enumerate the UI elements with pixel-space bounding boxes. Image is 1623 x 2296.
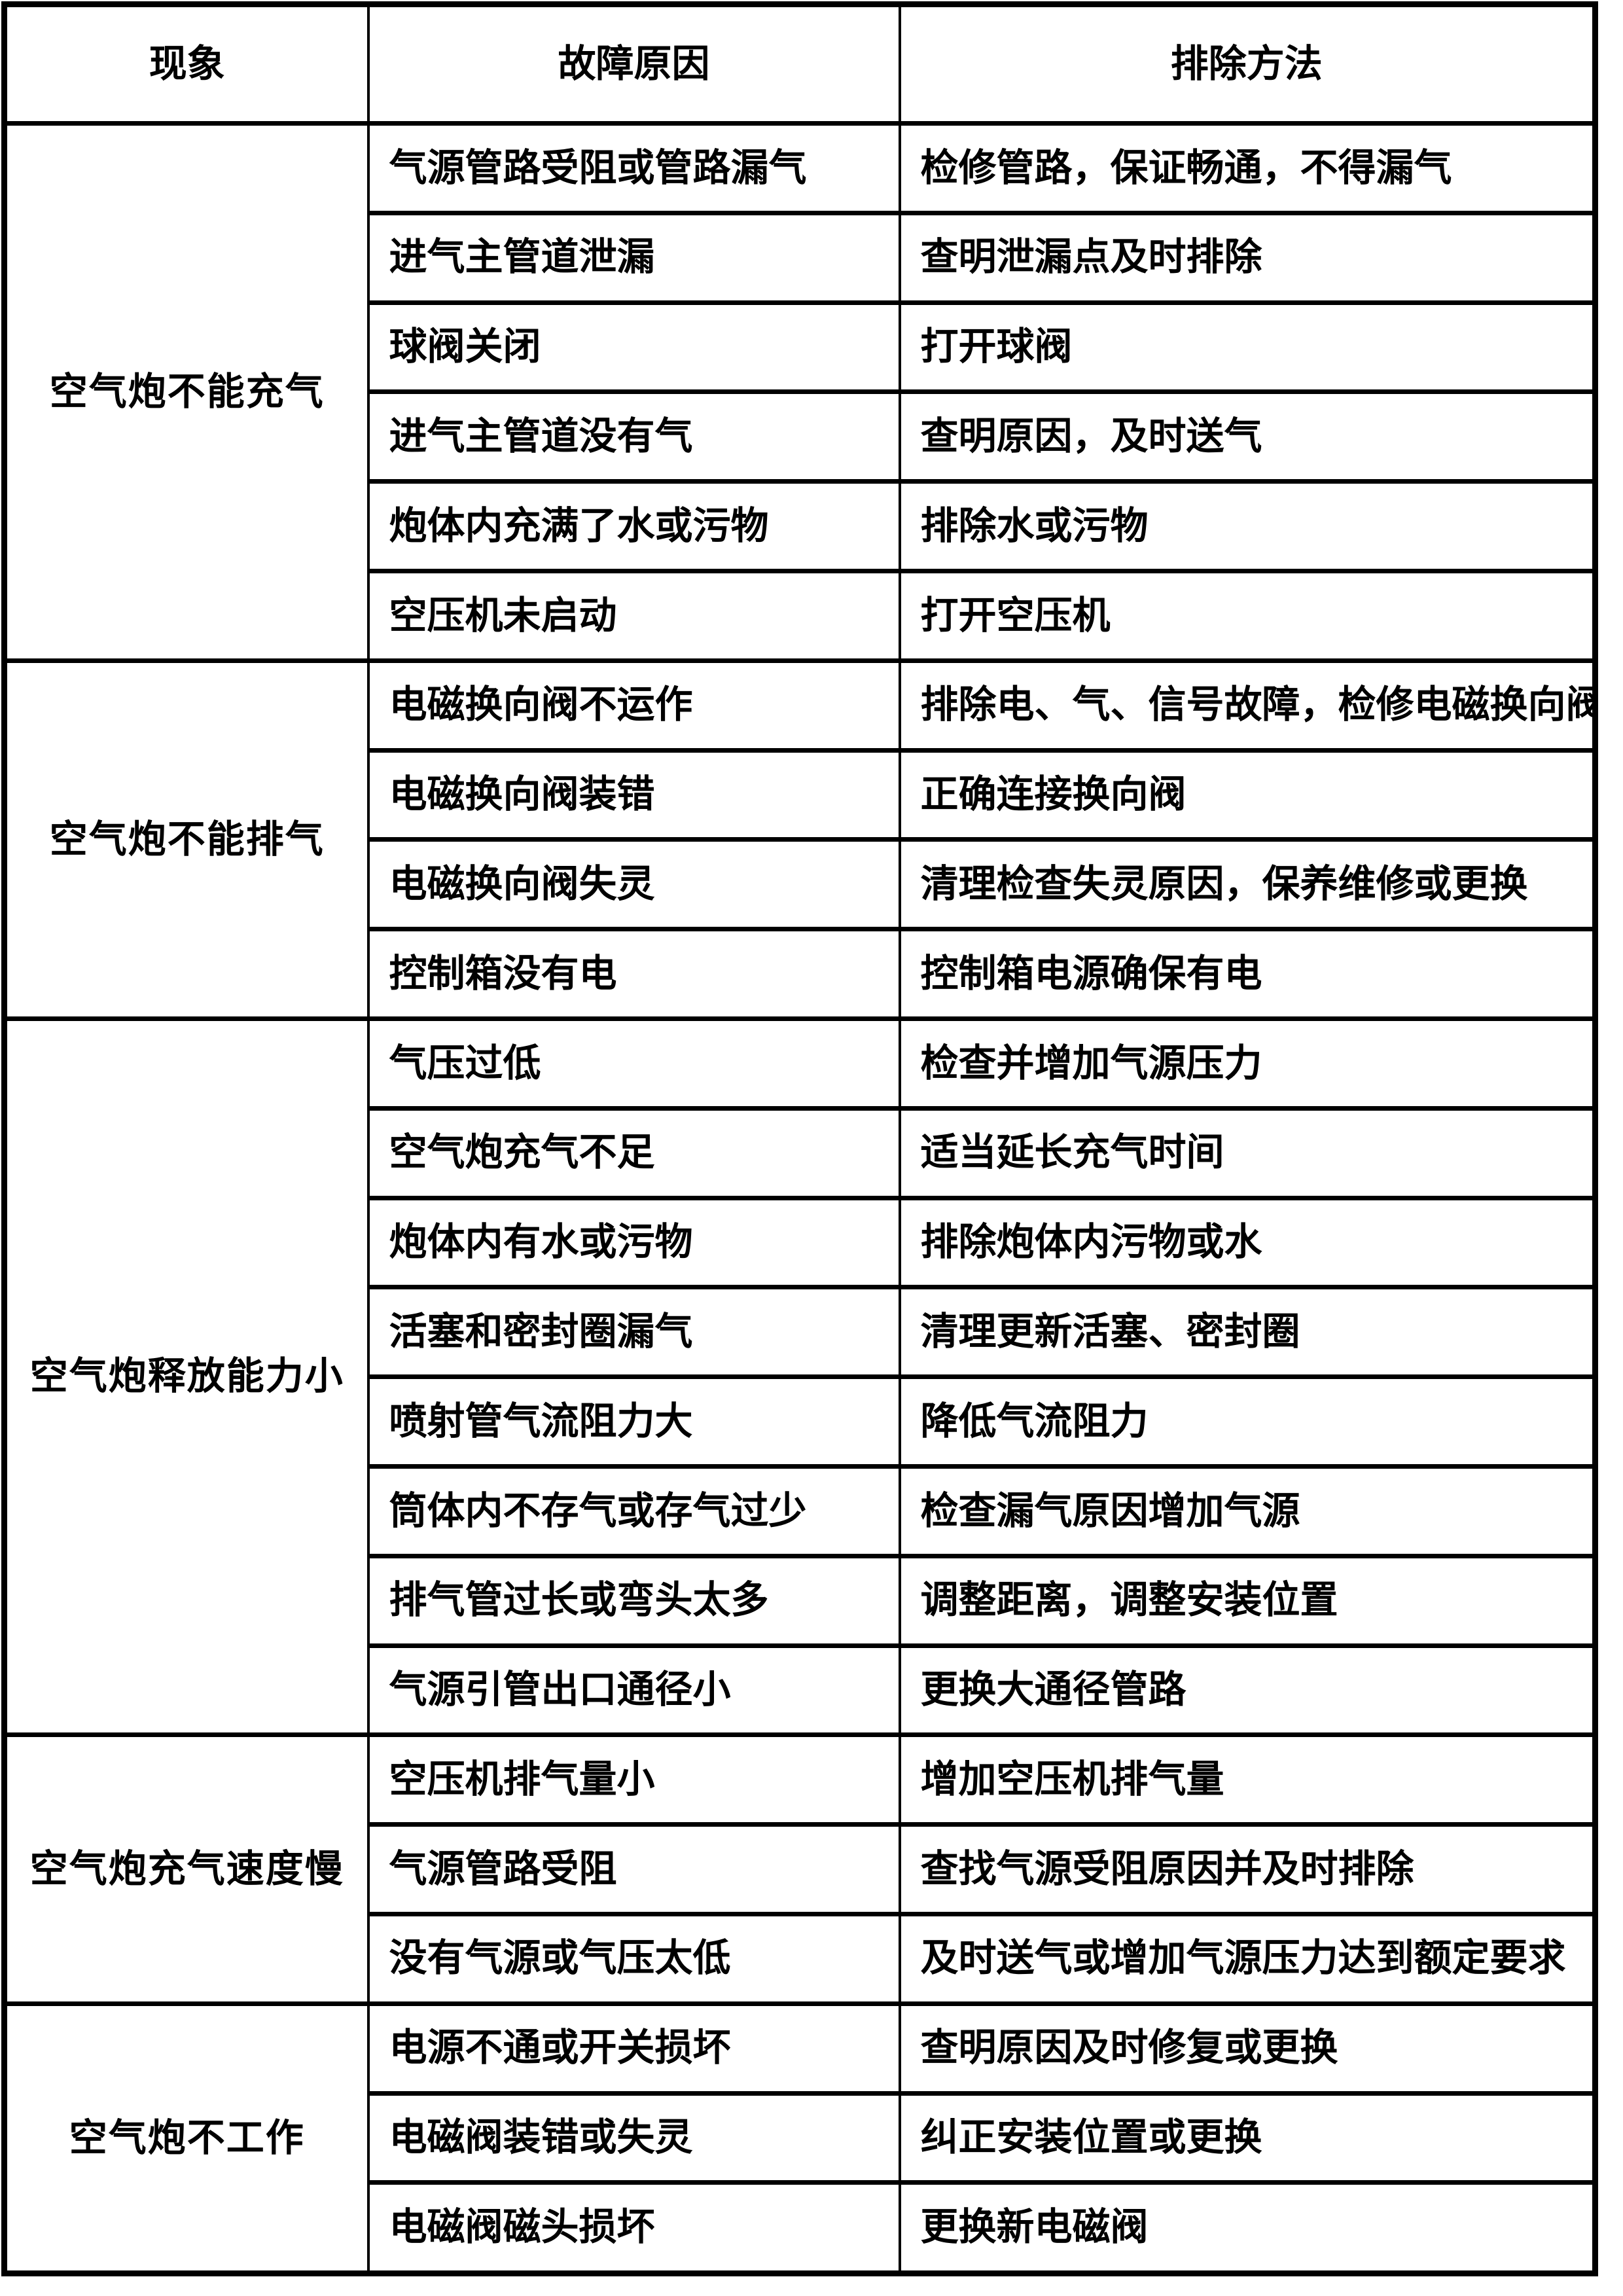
method-cell: 增加空压机排气量 bbox=[898, 1732, 1597, 1827]
method-cell: 排除水或污物 bbox=[898, 479, 1597, 573]
table-row: 电磁换向阀失灵 清理检查失灵原因，保养维修或更换 bbox=[5, 837, 1597, 932]
cause-cell: 控制箱没有电 bbox=[366, 927, 901, 1021]
table-row: 没有气源或气压太低 及时送气或增加气源压力达到额定要求 bbox=[5, 1911, 1597, 2006]
phenomenon-cell: 空气炮释放能力小 bbox=[3, 1016, 370, 1738]
phenomenon-cell: 空气炮充气速度慢 bbox=[3, 1732, 370, 2006]
method-cell: 检修管路，保证畅通，不得漏气 bbox=[898, 121, 1597, 215]
table-row: 进气主管道没有气 查明原因，及时送气 bbox=[5, 389, 1597, 484]
cause-cell: 球阀关闭 bbox=[366, 300, 901, 395]
table-row: 气源管路受阻 查找气源受阻原因并及时排除 bbox=[5, 1822, 1597, 1916]
method-cell: 查找气源受阻原因并及时排除 bbox=[898, 1822, 1597, 1916]
table-row: 电磁阀装错或失灵 纠正安装位置或更换 bbox=[5, 2090, 1597, 2185]
method-cell: 打开球阀 bbox=[898, 300, 1597, 395]
method-cell: 清理更新活塞、密封圈 bbox=[898, 1285, 1597, 1380]
table-row: 进气主管道泄漏 查明泄漏点及时排除 bbox=[5, 210, 1597, 305]
cause-cell: 气源管路受阻 bbox=[366, 1822, 901, 1916]
cause-cell: 进气主管道泄漏 bbox=[366, 210, 901, 305]
method-cell: 检查漏气原因增加气源 bbox=[898, 1463, 1597, 1558]
table-row: 排气管过长或弯头太多 调整距离，调整安装位置 bbox=[5, 1553, 1597, 1648]
cause-cell: 电磁换向阀装错 bbox=[366, 747, 901, 842]
header-phenomenon: 现象 bbox=[3, 2, 370, 126]
cause-cell: 筒体内不存气或存气过少 bbox=[366, 1463, 901, 1558]
table-row: 空气炮释放能力小 气压过低 检查并增加气源压力 bbox=[3, 1016, 1597, 1738]
table-row: 炮体内充满了水或污物 排除水或污物 bbox=[5, 479, 1597, 573]
method-cell: 检查并增加气源压力 bbox=[898, 1016, 1597, 1111]
phenomenon-cell: 空气炮不能充气 bbox=[3, 121, 370, 663]
cause-cell: 炮体内充满了水或污物 bbox=[366, 479, 901, 573]
cause-cell: 空压机未启动 bbox=[366, 568, 901, 663]
method-cell: 查明原因及时修复或更换 bbox=[898, 2001, 1597, 2096]
header-row: 现象 故障原因 排除方法 bbox=[3, 2, 1597, 126]
method-cell: 降低气流阻力 bbox=[898, 1374, 1597, 1469]
cause-cell: 空压机排气量小 bbox=[366, 1732, 901, 1827]
cause-cell: 电磁阀磁头损坏 bbox=[366, 2180, 901, 2276]
cause-cell: 电磁换向阀不运作 bbox=[366, 658, 901, 753]
table-row: 控制箱没有电 控制箱电源确保有电 bbox=[5, 927, 1597, 1021]
header-cause: 故障原因 bbox=[366, 2, 901, 126]
header-method: 排除方法 bbox=[898, 2, 1597, 126]
method-cell: 查明泄漏点及时排除 bbox=[898, 210, 1597, 305]
cause-cell: 进气主管道没有气 bbox=[366, 389, 901, 484]
cause-cell: 气源管路受阻或管路漏气 bbox=[366, 121, 901, 215]
cause-cell: 炮体内有水或污物 bbox=[366, 1195, 901, 1290]
table-row: 空气炮不工作 电源不通或开关损坏 查明原因及时修复或更换 bbox=[3, 2001, 1597, 2276]
table-row: 喷射管气流阻力大 降低气流阻力 bbox=[5, 1374, 1597, 1469]
method-cell: 更换大通径管路 bbox=[898, 1643, 1597, 1738]
fault-table-wrapper: 现象 故障原因 排除方法 空气炮不能充气 气源管路受阻或管路漏气 检修管路，保证… bbox=[1, 1, 1598, 2276]
cause-cell: 电磁阀装错或失灵 bbox=[366, 2090, 901, 2185]
method-cell: 及时送气或增加气源压力达到额定要求 bbox=[898, 1911, 1597, 2006]
table-row: 空气炮充气不足 适当延长充气时间 bbox=[5, 1105, 1597, 1200]
table-row: 活塞和密封圈漏气 清理更新活塞、密封圈 bbox=[5, 1285, 1597, 1380]
method-cell: 控制箱电源确保有电 bbox=[898, 927, 1597, 1021]
cause-cell: 电源不通或开关损坏 bbox=[366, 2001, 901, 2096]
table-row: 筒体内不存气或存气过少 检查漏气原因增加气源 bbox=[5, 1463, 1597, 1558]
cause-cell: 排气管过长或弯头太多 bbox=[366, 1553, 901, 1648]
table-row: 空压机未启动 打开空压机 bbox=[5, 568, 1597, 663]
cause-cell: 电磁换向阀失灵 bbox=[366, 837, 901, 932]
table-row: 空气炮不能充气 气源管路受阻或管路漏气 检修管路，保证畅通，不得漏气 bbox=[3, 121, 1597, 663]
method-cell: 查明原因，及时送气 bbox=[898, 389, 1597, 484]
phenomenon-cell: 空气炮不能排气 bbox=[3, 658, 370, 1021]
method-cell: 清理检查失灵原因，保养维修或更换 bbox=[898, 837, 1597, 932]
table-row: 空气炮充气速度慢 空压机排气量小 增加空压机排气量 bbox=[3, 1732, 1597, 2006]
table-row: 球阀关闭 打开球阀 bbox=[5, 300, 1597, 395]
cause-cell: 喷射管气流阻力大 bbox=[366, 1374, 901, 1469]
table-row: 空气炮不能排气 电磁换向阀不运作 排除电、气、信号故障，检修电磁换向阀 bbox=[3, 658, 1597, 1021]
cause-cell: 气压过低 bbox=[366, 1016, 901, 1111]
cause-cell: 活塞和密封圈漏气 bbox=[366, 1285, 901, 1380]
method-cell: 调整距离，调整安装位置 bbox=[898, 1553, 1597, 1648]
table-row: 电磁换向阀装错 正确连接换向阀 bbox=[5, 747, 1597, 842]
cause-cell: 空气炮充气不足 bbox=[366, 1105, 901, 1200]
cause-cell: 气源引管出口通径小 bbox=[366, 1643, 901, 1738]
method-cell: 打开空压机 bbox=[898, 568, 1597, 663]
troubleshooting-table: 现象 故障原因 排除方法 空气炮不能充气 气源管路受阻或管路漏气 检修管路，保证… bbox=[1, 1, 1598, 2276]
method-cell: 正确连接换向阀 bbox=[898, 747, 1597, 842]
method-cell: 适当延长充气时间 bbox=[898, 1105, 1597, 1200]
table-row: 电磁阀磁头损坏 更换新电磁阀 bbox=[5, 2180, 1597, 2276]
cause-cell: 没有气源或气压太低 bbox=[366, 1911, 901, 2006]
table-row: 炮体内有水或污物 排除炮体内污物或水 bbox=[5, 1195, 1597, 1290]
method-cell: 排除电、气、信号故障，检修电磁换向阀 bbox=[898, 658, 1597, 753]
method-cell: 纠正安装位置或更换 bbox=[898, 2090, 1597, 2185]
method-cell: 排除炮体内污物或水 bbox=[898, 1195, 1597, 1290]
method-cell: 更换新电磁阀 bbox=[898, 2180, 1597, 2276]
table-row: 气源引管出口通径小 更换大通径管路 bbox=[5, 1643, 1597, 1738]
phenomenon-cell: 空气炮不工作 bbox=[3, 2001, 370, 2276]
